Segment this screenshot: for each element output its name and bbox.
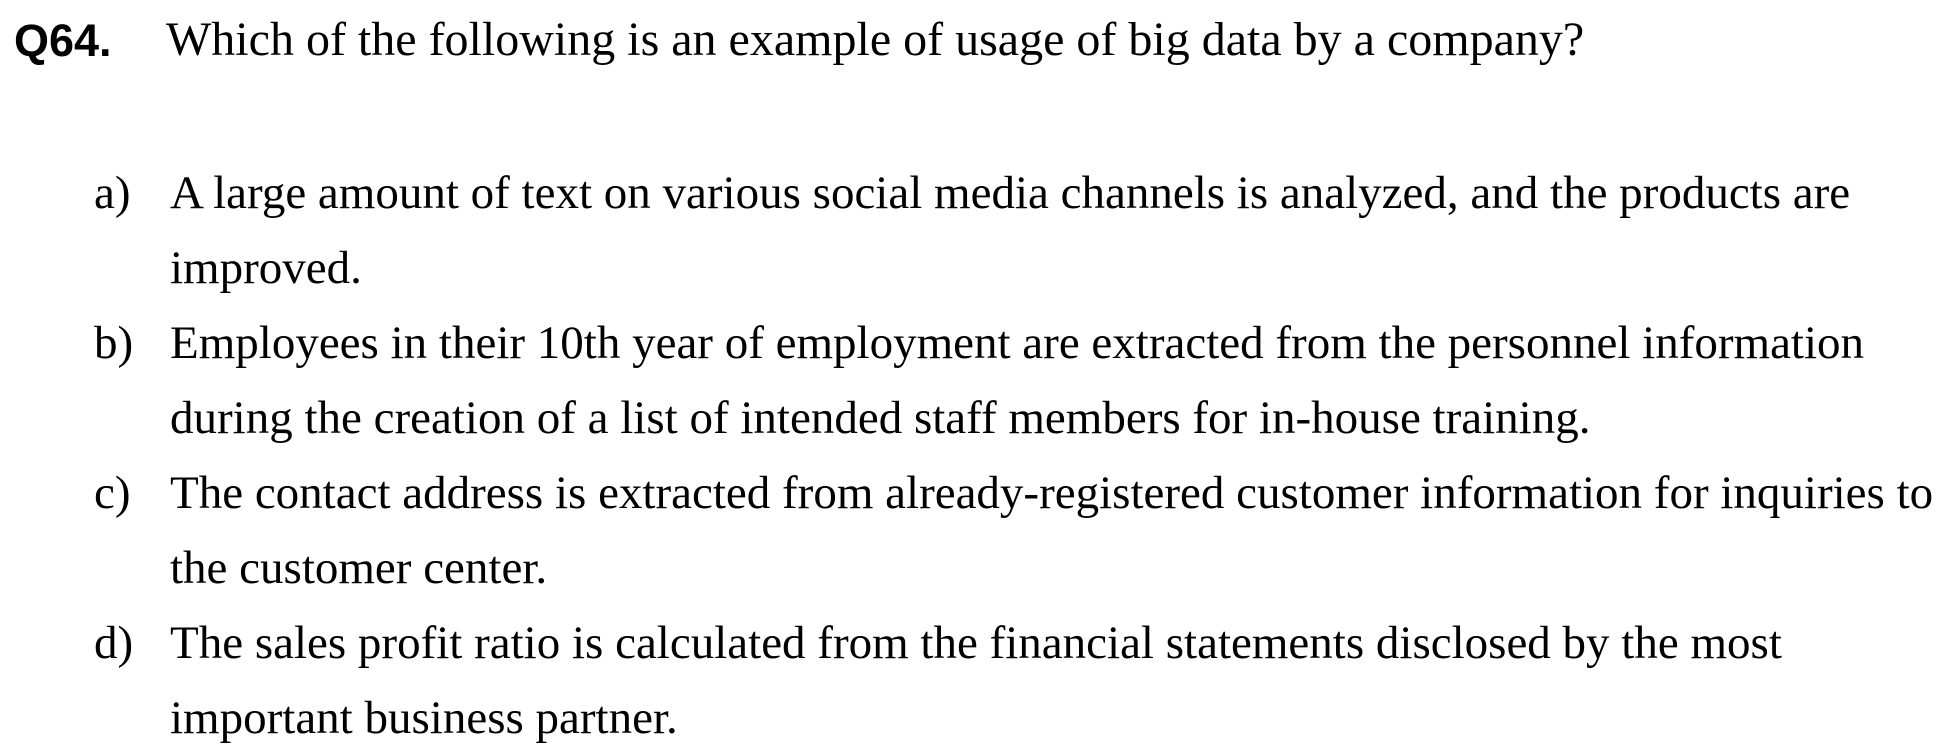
option-b: b) Employees in their 10th year of emplo… [0, 306, 1941, 456]
answer-options: a) A large amount of text on various soc… [0, 156, 1941, 756]
question: Q64. Which of the following is an exampl… [14, 6, 1914, 66]
option-c: c) The contact address is extracted from… [0, 456, 1941, 606]
option-letter: a) [94, 167, 131, 219]
option-text: A large amount of text on various social… [170, 167, 1851, 294]
option-a: a) A large amount of text on various soc… [0, 156, 1941, 306]
option-letter: d) [94, 617, 134, 669]
option-text: Employees in their 10th year of employme… [170, 317, 1865, 444]
option-d: d) The sales profit ratio is calculated … [0, 606, 1941, 756]
option-letter: b) [94, 317, 134, 369]
option-text: The sales profit ratio is calculated fro… [170, 617, 1782, 744]
question-number: Q64. [14, 15, 112, 66]
option-text: The contact address is extracted from al… [170, 467, 1934, 594]
question-text: Which of the following is an example of … [166, 13, 1585, 66]
option-letter: c) [94, 467, 131, 519]
